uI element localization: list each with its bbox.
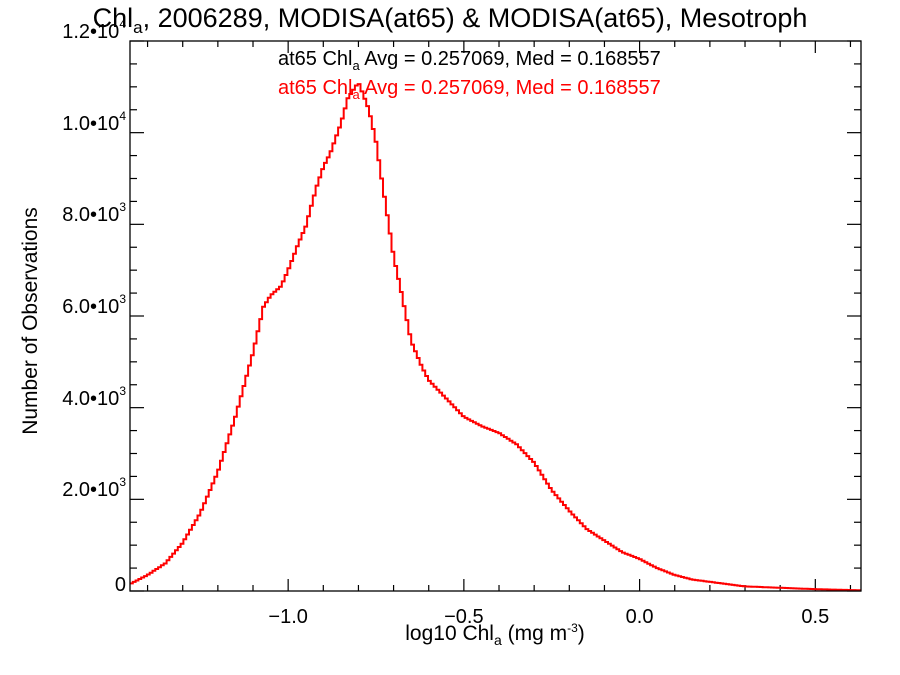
y-tick-label: 0 — [114, 574, 126, 596]
y-tick-label: 2.0•103 — [62, 475, 126, 502]
plot-frame — [129, 40, 862, 592]
y-axis-label: Number of Observations — [19, 207, 42, 435]
x-tick-label: 0.5 — [801, 606, 830, 628]
y-tick-label: 1.0•104 — [62, 108, 126, 135]
x-axis-label: log10 Chla (mg m-3) — [405, 621, 585, 648]
y-tick-label: 1.2•104 — [62, 17, 126, 43]
chl-histogram-line — [130, 83, 861, 592]
tick-marks — [130, 40, 861, 592]
legend-entry-red: at65 Chla Avg = 0.257069, Med = 0.168557 — [278, 77, 661, 102]
x-tick-label: −0.5 — [444, 606, 484, 628]
y-tick-label: 4.0•103 — [62, 383, 126, 410]
y-tick-label: 8.0•103 — [62, 200, 126, 227]
legend-entry-black: at65 Chla Avg = 0.257069, Med = 0.168557 — [278, 48, 661, 73]
x-tick-label: −1.0 — [268, 606, 308, 628]
chart-title: Chla, 2006289, MODISA(at65) & MODISA(at6… — [92, 3, 808, 37]
y-tick-label: 6.0•103 — [62, 292, 126, 318]
x-tick-label: 0.0 — [625, 606, 654, 628]
